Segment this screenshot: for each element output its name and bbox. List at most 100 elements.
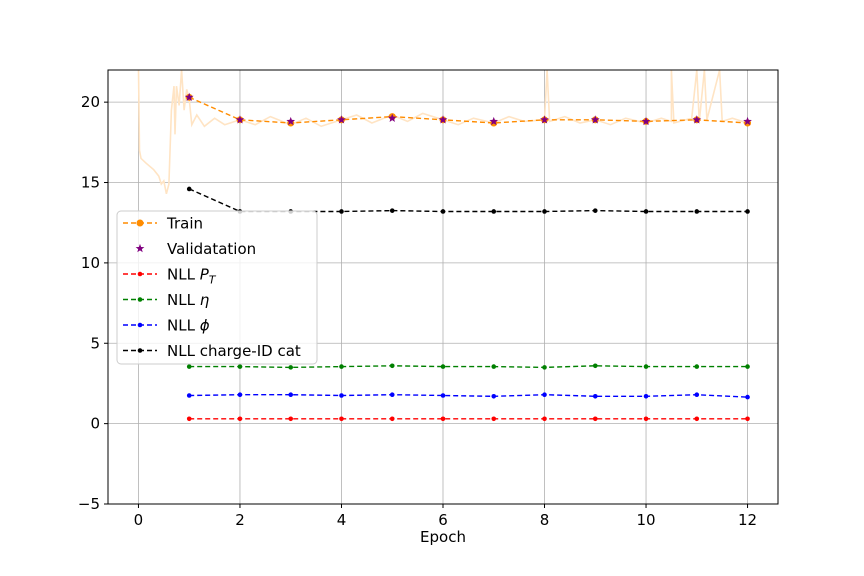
data-point (288, 416, 294, 422)
data-point (339, 416, 344, 422)
legend-marker (135, 243, 145, 253)
data-point (745, 209, 750, 214)
legend-item-5: NLL charge-ID cat (123, 342, 301, 360)
data-point (491, 364, 497, 369)
data-point (440, 364, 446, 369)
data-point (186, 364, 192, 369)
legend-marker (137, 322, 143, 328)
data-point (641, 116, 651, 126)
data-point (337, 115, 346, 124)
data-point (440, 393, 446, 398)
series-4 (186, 392, 750, 400)
data-point (692, 115, 702, 124)
data-point (237, 364, 243, 369)
legend-marker (137, 297, 143, 302)
legend-marker (137, 348, 143, 353)
x-tick-label: 12 (738, 511, 757, 529)
data-point (592, 394, 598, 399)
data-point (186, 416, 192, 422)
data-point (694, 364, 700, 369)
data-point (745, 416, 750, 422)
legend-label: NLL ϕ (167, 317, 210, 335)
data-point (542, 392, 547, 397)
legend-item-3: NLL η (123, 291, 210, 309)
series-line (188, 96, 748, 124)
series-3 (186, 363, 750, 370)
data-point (743, 116, 752, 126)
data-point (643, 364, 649, 369)
legend-marker (137, 271, 143, 277)
legend-item-0: Train (123, 215, 203, 233)
data-point (694, 392, 700, 397)
data-point (286, 116, 296, 126)
data-point (592, 208, 598, 213)
x-axis-title: Epoch (420, 528, 466, 546)
legend-item-1: Validatation (135, 240, 256, 258)
x-tick-label: 0 (134, 511, 144, 529)
data-point (237, 416, 243, 422)
data-point (288, 392, 294, 397)
data-point (389, 208, 395, 213)
legend-label: NLL η (167, 291, 210, 309)
data-point (389, 363, 395, 369)
series-1 (184, 92, 752, 126)
data-point (339, 393, 344, 398)
y-tick-label: 20 (81, 93, 100, 111)
y-tick-label: 0 (90, 415, 100, 433)
data-point (237, 392, 243, 397)
data-point (440, 416, 446, 422)
data-point (389, 392, 395, 397)
legend: Train Validatation NLL PT NLL η NLL ϕ NLL cha… (116, 210, 318, 365)
data-point (643, 209, 649, 214)
data-point (184, 92, 194, 102)
data-point (491, 394, 497, 399)
data-point (339, 209, 344, 214)
data-point (542, 365, 547, 370)
legend-item-2: NLL PT (123, 266, 217, 287)
data-point (438, 115, 448, 124)
data-point (542, 209, 547, 214)
data-point (542, 416, 547, 422)
legend-label: NLL PT (167, 266, 217, 287)
data-point (491, 209, 497, 214)
data-point (745, 394, 750, 400)
data-point (540, 115, 549, 124)
series-2 (186, 416, 750, 422)
axis-ticks: 0 2 4 6 8 10 12 −5 0 5 10 15 20 (78, 93, 757, 529)
x-tick-label: 8 (540, 511, 550, 529)
legend-label: NLL charge-ID cat (167, 342, 301, 360)
data-point (643, 416, 649, 422)
x-tick-label: 2 (235, 511, 245, 529)
series-line (189, 393, 748, 398)
data-point (186, 393, 192, 398)
y-tick-label: 10 (81, 254, 100, 272)
legend-marker (136, 219, 144, 227)
series-line (189, 365, 748, 369)
y-tick-label: 15 (81, 174, 100, 192)
x-tick-label: 10 (636, 511, 655, 529)
data-point (491, 416, 497, 422)
legend-box (116, 210, 318, 365)
data-point (440, 209, 446, 214)
y-tick-label: 5 (90, 334, 100, 352)
data-point (643, 394, 649, 399)
data-point (592, 416, 598, 422)
legend-item-4: NLL ϕ (123, 317, 210, 335)
data-point (389, 416, 395, 422)
data-point (339, 364, 344, 369)
data-point (592, 363, 598, 369)
data-point (694, 209, 700, 214)
data-point (288, 365, 294, 370)
x-tick-label: 6 (438, 511, 448, 529)
data-point (489, 116, 499, 126)
data-point (235, 115, 245, 124)
legend-label: Train (166, 215, 203, 233)
data-point (590, 115, 600, 124)
x-tick-label: 4 (337, 511, 347, 529)
data-point (694, 416, 700, 422)
data-point (745, 364, 750, 369)
data-point (186, 186, 192, 192)
data-point (387, 113, 397, 122)
legend-label: Validatation (167, 240, 256, 258)
